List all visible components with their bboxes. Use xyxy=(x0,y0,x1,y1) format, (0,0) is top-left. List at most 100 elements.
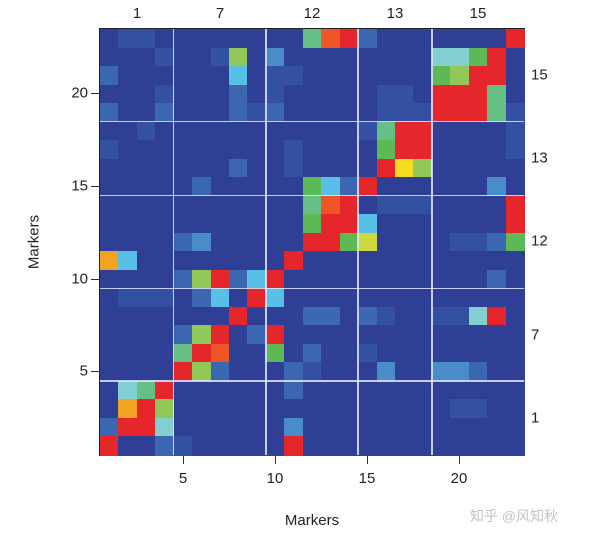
heatmap-cell xyxy=(155,84,175,104)
heatmap-cell xyxy=(450,232,470,252)
heatmap-cell xyxy=(376,380,396,401)
heatmap-cell xyxy=(247,417,267,438)
heatmap-cell xyxy=(265,306,285,326)
heatmap-cell xyxy=(118,177,138,197)
heatmap-cell xyxy=(339,214,359,234)
heatmap-cell xyxy=(192,343,212,363)
heatmap-cell xyxy=(118,121,138,141)
heatmap-cell xyxy=(505,84,525,104)
heatmap-cell xyxy=(247,66,267,86)
heatmap-cell xyxy=(210,306,230,326)
heatmap-cell xyxy=(118,251,138,271)
heatmap-cell xyxy=(265,103,285,123)
heatmap-cell xyxy=(100,66,120,86)
heatmap-cell xyxy=(155,380,175,401)
heatmap-cell xyxy=(284,251,304,271)
heatmap-cell xyxy=(229,214,249,234)
heatmap-cell xyxy=(100,177,120,197)
heatmap-cell xyxy=(247,269,267,289)
heatmap-cell xyxy=(173,232,193,252)
heatmap-cell xyxy=(247,47,267,67)
heatmap-cell xyxy=(450,436,470,456)
heatmap-cell xyxy=(118,66,138,86)
heatmap-cell xyxy=(487,325,507,345)
heatmap-cell xyxy=(431,140,451,160)
y-tick-15 xyxy=(91,186,99,187)
heatmap-cell xyxy=(302,140,322,160)
heatmap-cell xyxy=(376,84,396,104)
heatmap-cell xyxy=(358,84,378,104)
heatmap-cell xyxy=(394,158,414,178)
heatmap-cell xyxy=(468,269,488,289)
heatmap-cell xyxy=(302,158,322,178)
heatmap-cell xyxy=(505,399,525,419)
heatmap-cell xyxy=(155,306,175,326)
y-tick-label: 5 xyxy=(79,362,88,380)
heatmap-cell xyxy=(136,121,156,141)
heatmap-cell xyxy=(265,177,285,197)
heatmap-cell xyxy=(487,362,507,382)
heatmap-cell xyxy=(394,417,414,438)
heatmap-cell xyxy=(118,195,138,215)
heatmap-cell xyxy=(284,140,304,160)
group-separator-horizontal xyxy=(100,380,524,382)
heatmap-cell xyxy=(229,380,249,401)
heatmap-cell xyxy=(487,343,507,363)
heatmap-cell xyxy=(413,195,433,215)
heatmap-cell xyxy=(339,140,359,160)
heatmap-cell xyxy=(487,177,507,197)
heatmap-cell xyxy=(468,232,488,252)
heatmap-cell xyxy=(118,214,138,234)
heatmap-cell xyxy=(413,140,433,160)
heatmap-cell xyxy=(302,121,322,141)
heatmap-cell xyxy=(265,362,285,382)
heatmap-cell xyxy=(431,232,451,252)
group-separator-horizontal xyxy=(100,287,524,290)
x-tick-label: 15 xyxy=(358,470,376,487)
heatmap-cell xyxy=(431,195,451,215)
heatmap-cell xyxy=(394,269,414,289)
heatmap-cell xyxy=(431,66,451,86)
heatmap-cell xyxy=(487,29,507,49)
heatmap-cell xyxy=(155,251,175,271)
heatmap-cell xyxy=(468,66,488,86)
y-tick-label: 20 xyxy=(71,84,88,102)
heatmap-cell xyxy=(302,66,322,86)
heatmap-cell xyxy=(321,158,341,178)
heatmap-cell xyxy=(394,195,414,215)
heatmap-cell xyxy=(413,343,433,363)
heatmap-cell xyxy=(487,417,507,438)
heatmap-cell xyxy=(155,399,175,419)
heatmap-cell xyxy=(118,417,138,438)
heatmap-cell xyxy=(284,436,304,456)
heatmap-cell xyxy=(229,343,249,363)
heatmap-cell xyxy=(247,288,267,308)
heatmap-cell xyxy=(210,232,230,252)
heatmap-cell xyxy=(468,140,488,160)
heatmap-cell xyxy=(173,158,193,178)
heatmap-cell xyxy=(100,417,120,438)
heatmap-cell xyxy=(284,121,304,141)
heatmap-cell xyxy=(265,47,285,67)
heatmap-cell xyxy=(210,417,230,438)
heatmap-cell xyxy=(118,29,138,49)
heatmap-cell xyxy=(358,325,378,345)
heatmap-cell xyxy=(450,269,470,289)
heatmap-cell xyxy=(487,84,507,104)
heatmap-cell xyxy=(450,103,470,123)
heatmap-cell xyxy=(302,380,322,401)
heatmap-cell xyxy=(413,436,433,456)
right-group-label: 12 xyxy=(531,232,548,250)
heatmap-cell xyxy=(136,29,156,49)
heatmap-cell xyxy=(450,47,470,67)
heatmap-cell xyxy=(302,232,322,252)
heatmap-cell xyxy=(487,47,507,67)
heatmap-cell xyxy=(155,343,175,363)
heatmap-cell xyxy=(229,158,249,178)
heatmap-cell xyxy=(394,47,414,67)
heatmap-cell xyxy=(136,325,156,345)
heatmap-cell xyxy=(100,84,120,104)
heatmap-cell xyxy=(413,288,433,308)
heatmap-cell xyxy=(192,214,212,234)
heatmap-cell xyxy=(468,380,488,401)
